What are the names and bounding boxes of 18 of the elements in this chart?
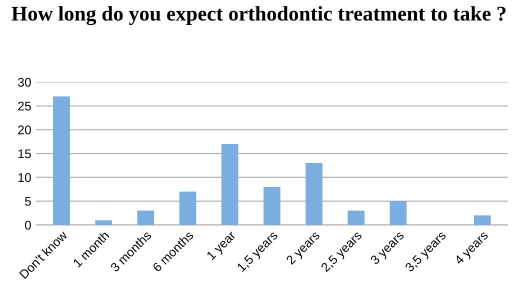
bar: [264, 186, 280, 225]
bar: [474, 215, 491, 225]
bar: [390, 201, 407, 225]
bar: [179, 192, 196, 225]
y-tick-label: 5: [24, 197, 31, 206]
bar: [306, 163, 322, 225]
y-tick-label: 0: [24, 220, 31, 230]
y-tick-label: 10: [18, 173, 31, 182]
bar: [95, 220, 112, 225]
bar: [53, 96, 70, 225]
y-tick-label: 15: [18, 149, 31, 158]
chart-title: How long do you expect orthodontic treatment to take ?: [12, 6, 506, 26]
y-tick-label: 25: [18, 102, 31, 111]
y-tick-label: 20: [18, 126, 31, 134]
y-tick-label: 30: [18, 78, 31, 87]
bar: [137, 210, 154, 225]
bar: [221, 144, 238, 225]
bar: [348, 210, 365, 225]
